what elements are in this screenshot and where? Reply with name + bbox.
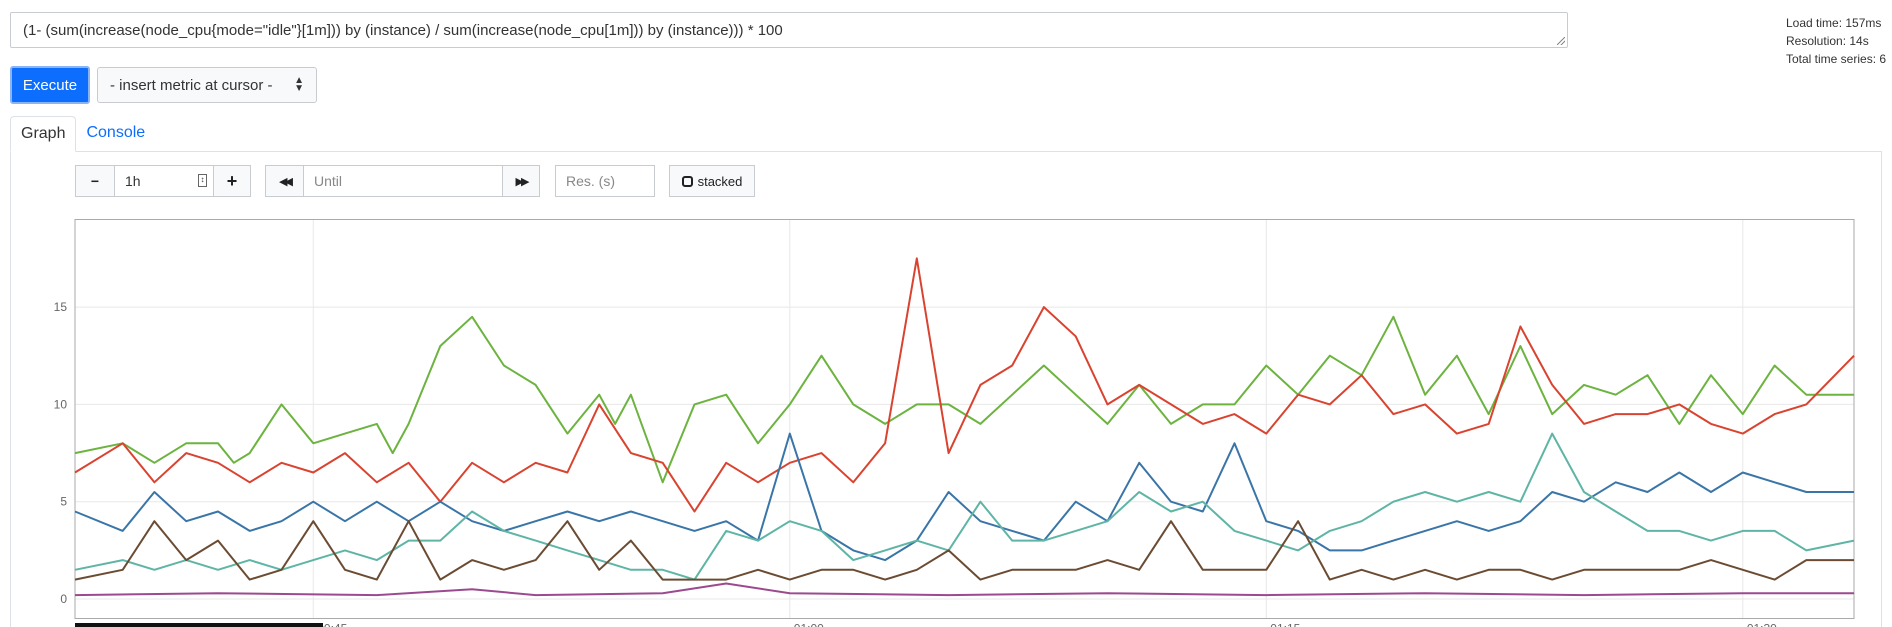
time-forward-button[interactable]: ▶▶ — [502, 165, 540, 197]
minus-icon: − — [90, 173, 100, 189]
x-tick-label: 01:00 — [794, 622, 824, 627]
range-increase-button[interactable]: + — [213, 165, 251, 197]
calendar-icon: ↕ — [198, 174, 207, 187]
series-line-2 — [74, 257, 1855, 513]
stacked-label: stacked — [697, 173, 743, 189]
chart-series — [74, 257, 1855, 597]
execute-button[interactable]: Execute — [10, 66, 90, 104]
chart-grid — [75, 219, 1854, 619]
plus-icon: + — [226, 170, 238, 191]
series-line-3 — [74, 432, 1854, 562]
range-selector-bar[interactable] — [75, 623, 323, 627]
checkbox-icon — [681, 175, 693, 187]
expression-input[interactable]: (1- (sum(increase(node_cpu{mode="idle"}[… — [10, 12, 1568, 48]
total-time-series: Total time series: 6 — [1786, 52, 1887, 66]
graph-panel — [10, 151, 1882, 627]
query-stats: Load time: 157ms Resolution: 14s Total t… — [1786, 14, 1886, 68]
resize-grip-icon[interactable] — [1557, 37, 1565, 45]
sort-icon: ▲ ▼ — [294, 75, 304, 94]
series-line-5 — [74, 520, 1854, 581]
x-tick-label: 01:15 — [1270, 622, 1300, 627]
y-tick-label: 0 — [60, 592, 67, 606]
tab-graph[interactable]: Graph — [10, 116, 77, 152]
y-tick-label: 10 — [54, 397, 68, 411]
stacked-toggle[interactable]: stacked — [669, 165, 755, 197]
series-line-4 — [74, 432, 1855, 581]
forward-icon: ▶▶ — [515, 175, 530, 188]
expression-text: (1- (sum(increase(node_cpu{mode="idle"}[… — [23, 22, 783, 39]
y-tick-label: 5 — [60, 495, 67, 509]
until-placeholder: Until — [314, 173, 343, 189]
resolution-input[interactable]: Res. (s) — [555, 165, 655, 197]
range-decrease-button[interactable]: − — [75, 165, 115, 197]
insert-metric-select-value: - insert metric at cursor - — [110, 76, 273, 94]
series-line-1 — [74, 315, 1854, 484]
x-tick-label: 00:45 — [317, 622, 347, 627]
backward-icon: ◀◀ — [279, 175, 293, 188]
insert-metric-select[interactable]: - insert metric at cursor - ▲ ▼ — [97, 67, 317, 103]
range-value: 1h — [125, 173, 141, 189]
until-input[interactable]: Until — [303, 165, 503, 197]
load-time: Load time: 157ms — [1786, 16, 1882, 30]
chart-ticks: 0 5 10 15 00:45 01:00 01:15 01:30 — [54, 300, 1778, 627]
y-tick-label: 15 — [54, 300, 68, 314]
tab-console[interactable]: Console — [86, 124, 146, 141]
series-line-6 — [74, 582, 1854, 597]
tab-bar: Graph Console — [10, 116, 155, 152]
plot-frame — [74, 219, 1855, 619]
x-tick-label: 01:30 — [1747, 622, 1777, 627]
resolution: Resolution: 14s — [1786, 34, 1869, 48]
resolution-placeholder: Res. (s) — [566, 173, 615, 189]
time-back-button[interactable]: ◀◀ — [265, 165, 304, 197]
